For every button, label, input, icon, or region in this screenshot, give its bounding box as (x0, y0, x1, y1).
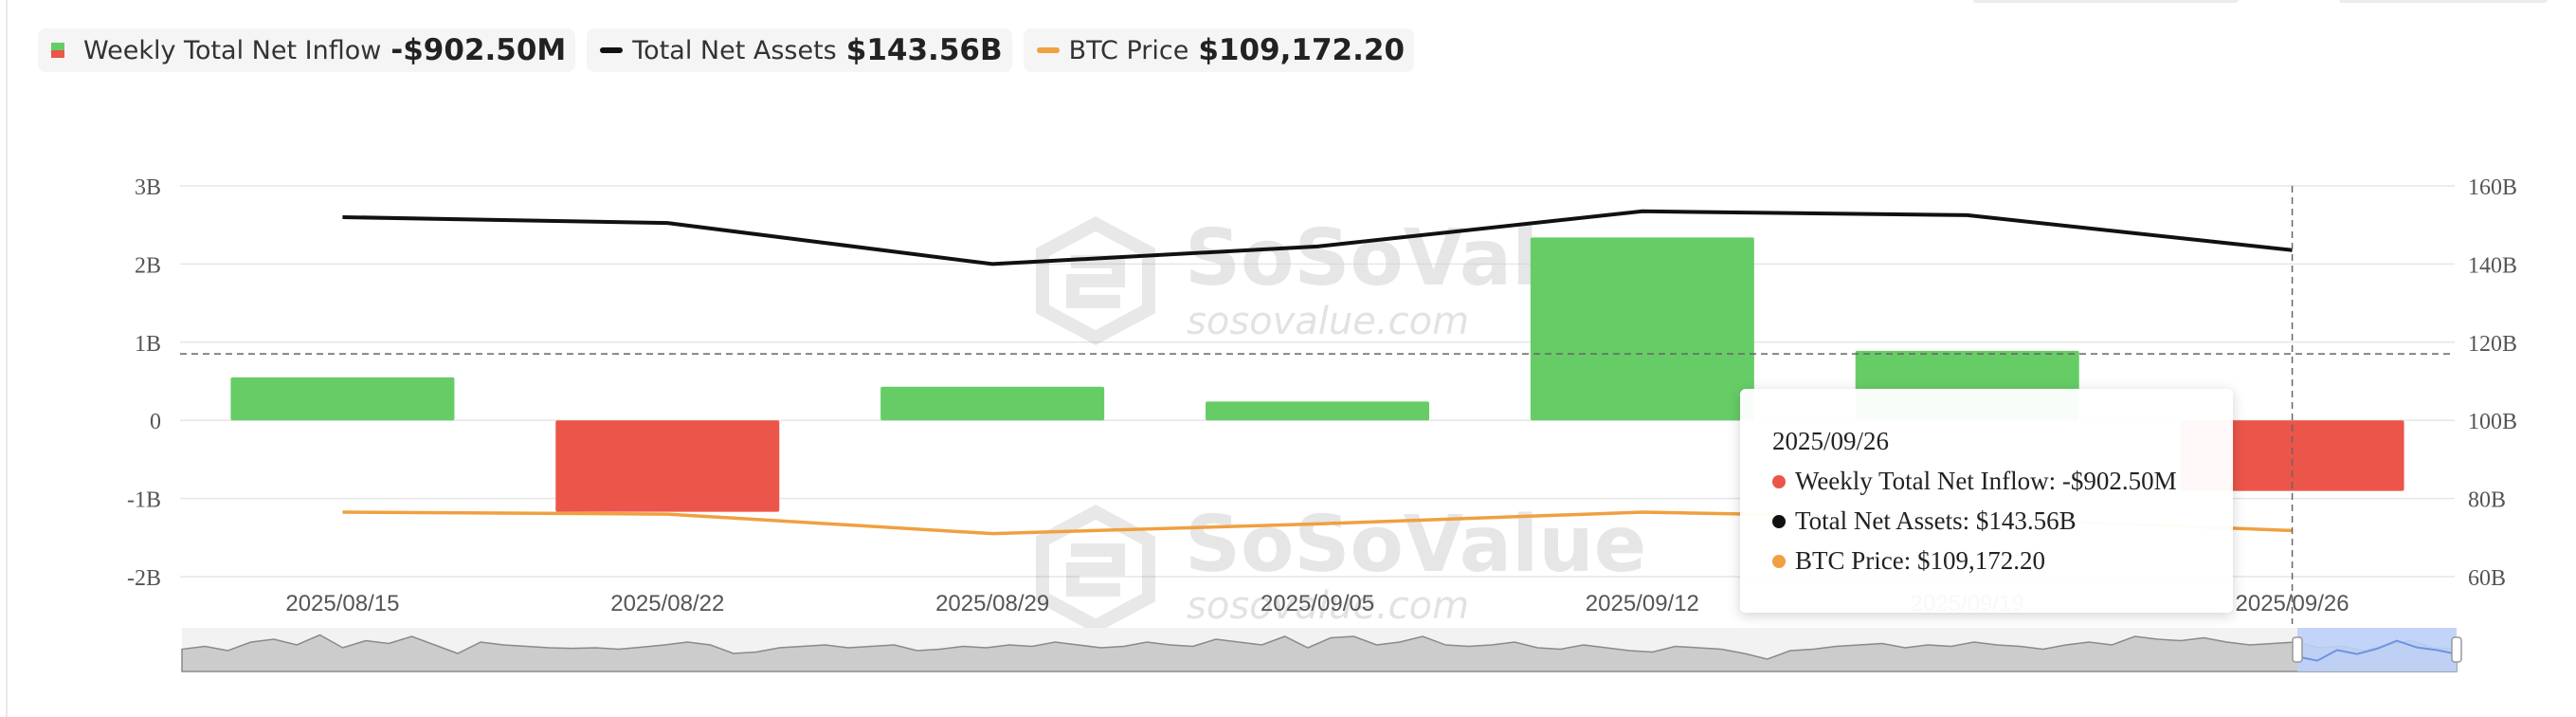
legend-assets-swatch (600, 47, 624, 53)
y-left-tick-label: 2B (135, 253, 161, 278)
navigator-handle (2451, 636, 2462, 663)
tooltip-btc-text: BTC Price: $109,172.20 (1795, 546, 2045, 575)
y-left-tick-label: 0 (150, 410, 161, 434)
navigator-handle (2292, 636, 2303, 663)
x-tick-label: 2025/08/22 (610, 591, 724, 616)
logo-hexagon (1036, 505, 1155, 634)
tooltip-inflow-dot (1772, 474, 1786, 488)
tooltip-assets-dot (1772, 514, 1786, 528)
legend-btc-value: $109,172.20 (1198, 33, 1406, 67)
tooltip-date: 2025/09/26 (1772, 427, 1890, 455)
x-tick-label: 2025/09/12 (1586, 591, 1699, 616)
x-tick-label: 2025/08/29 (935, 591, 1049, 616)
y-right-tick-label: 120B (2468, 332, 2517, 357)
legend-item-assets[interactable]: Total Net Assets $143.56B (587, 28, 1012, 72)
tooltip-inflow-text: Weekly Total Net Inflow: -$902.50M (1795, 467, 2177, 495)
total-net-assets-line (342, 209, 2293, 267)
x-tick-label: 2025/08/15 (285, 591, 399, 616)
legend-inflow-value: -$902.50M (390, 33, 567, 67)
watermark-site: sosovalue.com (1187, 300, 1469, 343)
y-right-tick-label: 60B (2468, 566, 2506, 591)
range-navigator[interactable] (181, 628, 2462, 672)
inflow-bar (555, 420, 780, 512)
y-right-tick-label: 80B (2468, 488, 2506, 513)
top-tab[interactable] (2339, 0, 2548, 3)
navigator-selected-line (2296, 639, 2458, 662)
navigator-sparkline (181, 634, 2458, 672)
legend-assets-value: $143.56B (845, 33, 1003, 67)
top-tab[interactable] (1973, 0, 2239, 3)
panel-border (6, 0, 8, 717)
y-left-tick-label: 1B (135, 332, 161, 357)
logo-hexagon (1036, 216, 1155, 345)
y-right-tick-label: 160B (2468, 175, 2517, 200)
y-left-tick-label: 3B (135, 175, 161, 200)
legend-btc-label: BTC Price (1068, 35, 1189, 65)
y-right-tick-label: 140B (2468, 253, 2517, 278)
watermark-logo-icon (1036, 505, 1155, 634)
legend-btc-swatch (1036, 47, 1060, 53)
inflow-bar (2180, 420, 2404, 491)
y-left-tick-label: -2B (127, 566, 161, 591)
legend-inflow-label: Weekly Total Net Inflow (83, 35, 382, 65)
legend-item-inflow[interactable]: Weekly Total Net Inflow -$902.50M (38, 28, 576, 72)
x-tick-label: 2025/09/05 (1261, 591, 1374, 616)
chart-tooltip: 2025/09/26 Weekly Total Net Inflow: -$90… (1740, 389, 2233, 613)
watermark-logo-icon (1036, 216, 1155, 345)
y-left-tick-label: -1B (127, 488, 161, 513)
y-right-tick-label: 100B (2468, 410, 2517, 434)
legend-item-btc[interactable]: BTC Price $109,172.20 (1023, 28, 1415, 72)
inflow-bar (1206, 401, 1429, 421)
inflow-bar (880, 386, 1105, 421)
legend-assets-label: Total Net Assets (632, 35, 837, 65)
inflow-bar (1530, 237, 1754, 421)
crosshair (180, 186, 2455, 624)
tooltip-assets-text: Total Net Assets: $143.56B (1795, 506, 2077, 535)
inflow-bar (230, 377, 455, 421)
logo-s-mark (1066, 255, 1125, 308)
logo-s-mark (1066, 543, 1125, 597)
tooltip-btc-dot (1772, 554, 1786, 568)
tooltip-row-inflow: Weekly Total Net Inflow: -$902.50M (1772, 467, 2177, 496)
watermark-site: sosovalue.com (1187, 584, 1469, 628)
tooltip-row-assets: Total Net Assets: $143.56B (1772, 506, 2077, 536)
tooltip-row-btc: BTC Price: $109,172.20 (1772, 546, 2045, 576)
chart-legend: Weekly Total Net Inflow -$902.50M Total … (38, 28, 1415, 72)
legend-inflow-swatch (51, 43, 64, 58)
